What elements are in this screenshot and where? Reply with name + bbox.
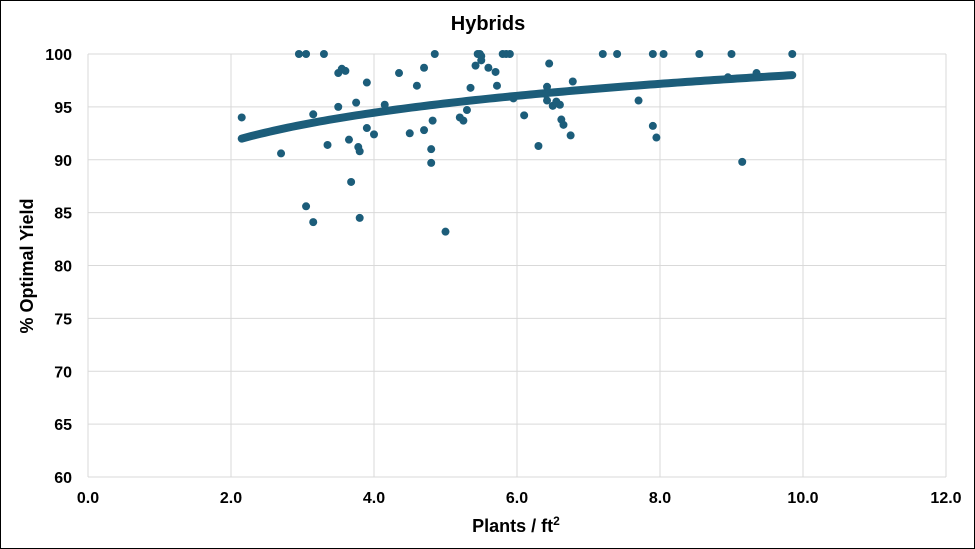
data-point <box>441 227 450 236</box>
y-tick-label: 90 <box>54 153 72 170</box>
data-point <box>568 77 577 86</box>
y-tick-label: 80 <box>54 259 72 276</box>
data-point <box>347 177 356 186</box>
data-point <box>695 50 704 58</box>
data-point <box>613 50 622 58</box>
y-tick-labels: 60 65 70 75 80 85 90 95 100 <box>45 47 72 487</box>
data-point <box>412 81 421 90</box>
x-tick-label: 6.0 <box>506 490 528 507</box>
data-point <box>566 131 575 140</box>
gridlines <box>87 53 947 478</box>
data-point <box>428 116 437 125</box>
chart-title: Hybrids <box>451 13 525 35</box>
data-point <box>738 157 747 166</box>
data-point <box>420 63 429 72</box>
data-point <box>505 50 514 58</box>
data-point <box>459 116 468 125</box>
data-point <box>334 102 343 111</box>
data-point <box>302 50 311 58</box>
data-point <box>427 145 436 154</box>
data-point <box>237 113 246 122</box>
y-tick-label: 65 <box>54 417 72 434</box>
y-tick-label: 100 <box>45 47 72 64</box>
data-point <box>509 94 518 103</box>
y-tick-label: 70 <box>54 364 72 381</box>
data-point <box>344 135 353 144</box>
data-point <box>420 126 429 135</box>
data-point <box>543 96 552 105</box>
y-tick-label: 95 <box>54 100 72 117</box>
data-point <box>648 121 657 130</box>
data-point <box>319 50 328 58</box>
data-point <box>727 50 736 58</box>
data-point <box>484 63 493 72</box>
data-point <box>491 67 500 76</box>
y-tick-label: 85 <box>54 206 72 223</box>
x-tick-label: 10.0 <box>787 490 818 507</box>
data-point <box>370 130 378 139</box>
x-tick-label: 4.0 <box>363 490 385 507</box>
x-tick-label: 8.0 <box>649 490 671 507</box>
data-point <box>723 73 732 82</box>
data-point <box>648 50 657 58</box>
data-point <box>752 69 761 78</box>
data-point <box>427 158 436 167</box>
x-axis-label-text: Plants / ft <box>472 516 553 536</box>
data-point <box>555 100 564 109</box>
y-tick-label: 60 <box>54 470 72 487</box>
data-point <box>362 78 371 87</box>
data-point <box>559 120 568 129</box>
data-point <box>341 66 350 75</box>
data-points <box>237 50 797 236</box>
y-tick-label: 75 <box>54 311 72 328</box>
data-point <box>380 100 389 109</box>
x-tick-label: 12.0 <box>930 490 961 507</box>
x-tick-label: 2.0 <box>220 490 242 507</box>
data-point <box>477 56 486 65</box>
data-point <box>430 50 439 58</box>
data-point <box>788 50 797 58</box>
data-point <box>471 61 480 70</box>
trend-curve <box>237 71 797 143</box>
data-point <box>652 133 661 142</box>
data-point <box>598 50 607 58</box>
x-axis-label: Plants / ft2 <box>472 514 560 536</box>
x-axis-label-superscript: 2 <box>553 514 560 528</box>
x-tick-label: 0.0 <box>77 490 99 507</box>
data-point <box>355 213 364 222</box>
data-point <box>362 124 371 133</box>
data-point <box>395 69 404 78</box>
data-point <box>520 111 529 120</box>
data-point <box>309 218 318 227</box>
data-point <box>659 50 668 58</box>
data-point <box>492 81 501 90</box>
data-point <box>543 82 552 91</box>
data-point <box>277 149 286 158</box>
trend-line <box>237 71 797 143</box>
data-point <box>466 83 475 92</box>
data-point <box>405 129 414 138</box>
data-point <box>355 147 364 156</box>
data-point <box>534 142 543 150</box>
y-axis-label: % Optimal Yield <box>17 198 37 333</box>
data-point <box>634 96 643 105</box>
data-point <box>302 202 311 211</box>
data-point <box>462 106 471 115</box>
data-point <box>541 90 550 99</box>
data-point <box>309 110 318 119</box>
data-point <box>352 98 361 107</box>
data-point <box>545 59 554 68</box>
data-point <box>323 140 332 149</box>
x-tick-labels: 0.0 2.0 4.0 6.0 8.0 10.0 12.0 <box>77 490 962 507</box>
data-point <box>294 50 303 58</box>
